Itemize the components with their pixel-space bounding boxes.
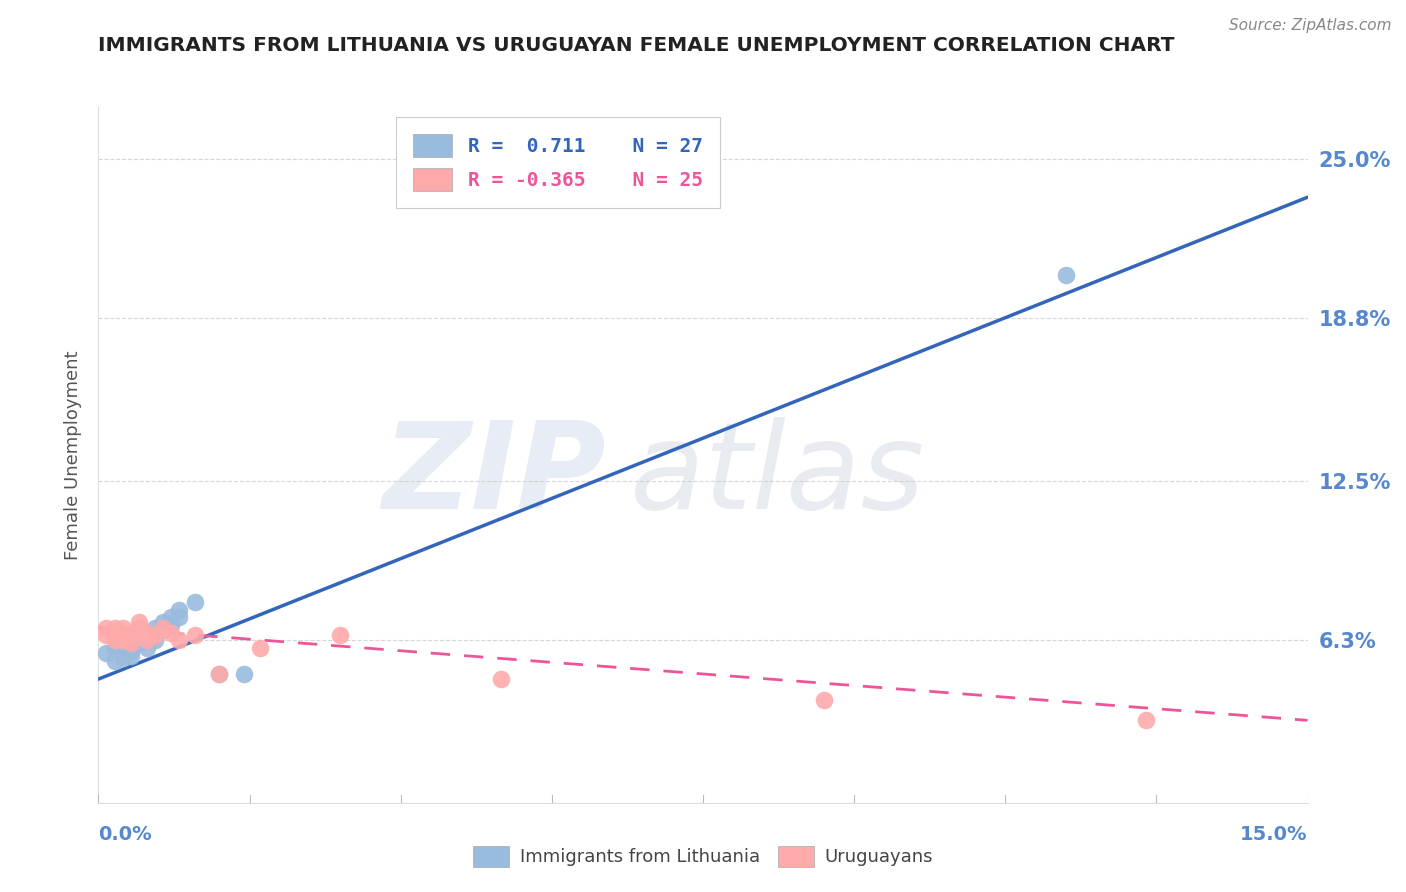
Point — [135, 641, 157, 656]
Point — [120, 636, 142, 650]
Point — [1054, 268, 1077, 282]
Point — [208, 667, 231, 681]
Point — [167, 602, 190, 616]
Point — [167, 610, 190, 624]
Point — [152, 615, 174, 630]
Point — [103, 633, 125, 648]
Point — [120, 648, 142, 663]
Point — [111, 625, 134, 640]
Point — [329, 628, 352, 642]
Point — [143, 628, 166, 642]
Point — [135, 625, 157, 640]
Point — [184, 628, 207, 642]
Point — [128, 628, 150, 642]
Point — [160, 610, 183, 624]
Legend: Immigrants from Lithuania, Uruguayans: Immigrants from Lithuania, Uruguayans — [465, 838, 941, 874]
Point — [1135, 714, 1157, 728]
Point — [160, 618, 183, 632]
Point — [96, 621, 118, 635]
Text: 15.0%: 15.0% — [1240, 825, 1308, 844]
Point — [120, 636, 142, 650]
Point — [208, 667, 231, 681]
Point — [143, 628, 166, 642]
Point — [249, 641, 271, 656]
Y-axis label: Female Unemployment: Female Unemployment — [63, 351, 82, 559]
Point — [103, 628, 125, 642]
Point — [128, 636, 150, 650]
Point — [167, 633, 190, 648]
Point — [96, 646, 118, 660]
Point — [152, 621, 174, 635]
Point — [152, 623, 174, 637]
Point — [96, 628, 118, 642]
Point — [111, 651, 134, 665]
Point — [491, 672, 513, 686]
Point — [111, 633, 134, 648]
Point — [813, 692, 835, 706]
Text: IMMIGRANTS FROM LITHUANIA VS URUGUAYAN FEMALE UNEMPLOYMENT CORRELATION CHART: IMMIGRANTS FROM LITHUANIA VS URUGUAYAN F… — [98, 36, 1175, 54]
Point — [103, 654, 125, 668]
Point — [111, 621, 134, 635]
Point — [160, 625, 183, 640]
Point — [135, 633, 157, 648]
Text: atlas: atlas — [630, 417, 925, 534]
Point — [135, 633, 157, 648]
Point — [103, 641, 125, 656]
Point — [128, 621, 150, 635]
Point — [143, 633, 166, 648]
Text: ZIP: ZIP — [382, 417, 606, 534]
Point — [103, 621, 125, 635]
Text: 0.0%: 0.0% — [98, 825, 152, 844]
Point — [135, 625, 157, 640]
Point — [128, 615, 150, 630]
Legend: R =  0.711    N = 27, R = -0.365    N = 25: R = 0.711 N = 27, R = -0.365 N = 25 — [395, 117, 720, 209]
Point — [120, 644, 142, 658]
Text: Source: ZipAtlas.com: Source: ZipAtlas.com — [1229, 18, 1392, 33]
Point — [120, 628, 142, 642]
Point — [143, 621, 166, 635]
Point — [111, 646, 134, 660]
Point — [184, 595, 207, 609]
Point — [111, 633, 134, 648]
Point — [232, 667, 254, 681]
